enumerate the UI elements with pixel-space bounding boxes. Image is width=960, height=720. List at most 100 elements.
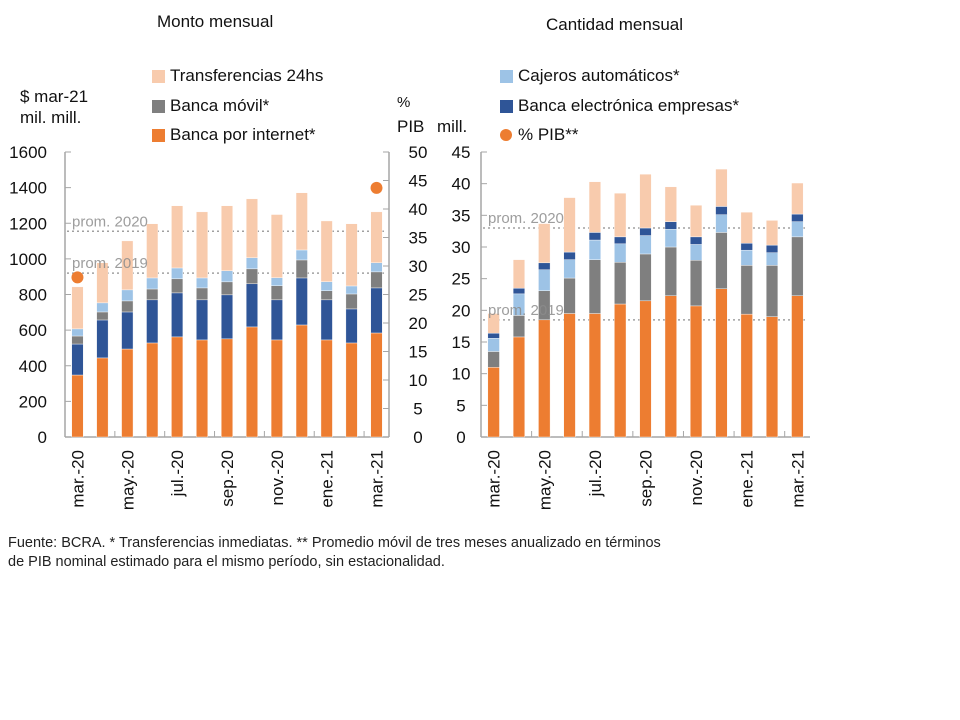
bar-segment bbox=[96, 302, 109, 313]
bar-segment bbox=[563, 277, 576, 314]
bar-segment bbox=[221, 270, 233, 283]
bar-segment bbox=[171, 267, 184, 280]
x-tick-label: jul.-20 bbox=[168, 450, 187, 497]
bar-segment bbox=[320, 220, 333, 282]
legend-label: Banca móvil* bbox=[170, 96, 270, 115]
bar-segment bbox=[639, 173, 652, 229]
right-chart-title: Cantidad mensual bbox=[546, 15, 684, 34]
bar-segment bbox=[563, 259, 576, 279]
bar-segment bbox=[370, 271, 383, 289]
legend-label: Cajeros automáticos* bbox=[518, 66, 680, 85]
legend-swatch-icon bbox=[500, 99, 513, 113]
bar-segment bbox=[614, 303, 627, 438]
bar-segment bbox=[690, 244, 703, 261]
bar-segment bbox=[370, 211, 383, 263]
x-tick-label: mar.-20 bbox=[68, 450, 87, 508]
bar-segment bbox=[538, 269, 551, 291]
bar-segment bbox=[245, 198, 258, 259]
bar-segment bbox=[487, 332, 500, 339]
bar-segment bbox=[270, 277, 283, 286]
bar-segment bbox=[715, 214, 728, 233]
bar-segment bbox=[639, 300, 652, 438]
bar-segment bbox=[345, 308, 358, 344]
bar-segment bbox=[370, 287, 383, 334]
bar-segment bbox=[791, 295, 804, 438]
bar-segment bbox=[121, 348, 134, 438]
bar-segment bbox=[740, 211, 753, 244]
legend-label: Banca por internet* bbox=[170, 125, 316, 144]
bar-segment bbox=[538, 319, 551, 438]
bar-segment bbox=[146, 223, 159, 279]
legend-item-cajeros: Cajeros automáticos* bbox=[500, 66, 680, 86]
bar-segment bbox=[71, 343, 84, 376]
bar-segment bbox=[766, 244, 779, 253]
pib-tick-label: 25 bbox=[409, 286, 428, 305]
bar-segment bbox=[71, 286, 84, 330]
pib-axis-label: PIB bbox=[397, 117, 425, 136]
bar-segment bbox=[146, 277, 159, 290]
bar-segment bbox=[512, 287, 525, 295]
bar-segment bbox=[766, 252, 779, 266]
x-tick-label: mar.-21 bbox=[368, 450, 387, 508]
legend-label: Banca electrónica empresas* bbox=[518, 96, 740, 115]
bar-segment bbox=[664, 229, 677, 248]
bar-segment bbox=[345, 285, 358, 295]
bar-segment bbox=[146, 342, 159, 438]
bar-segment bbox=[270, 339, 283, 438]
y-tick-label: 200 bbox=[19, 392, 47, 411]
y-tick-label: 800 bbox=[19, 286, 47, 305]
x-tick-label: jul.-20 bbox=[586, 450, 605, 497]
legend-label: % PIB** bbox=[518, 125, 579, 144]
bar-segment bbox=[171, 205, 184, 269]
y-tick-label: 0 bbox=[456, 428, 465, 447]
y-tick-label: 45 bbox=[452, 143, 471, 162]
bar-segment bbox=[171, 336, 184, 438]
legend-dot-icon bbox=[500, 129, 512, 141]
bar-segment bbox=[221, 281, 233, 296]
bar-segment bbox=[245, 283, 258, 328]
y-tick-label: 1200 bbox=[9, 214, 47, 233]
bar-segment bbox=[512, 259, 525, 289]
reference-line-label: prom. 2020 bbox=[72, 213, 148, 230]
x-tick-label: mar.-21 bbox=[788, 450, 807, 508]
bar-segment bbox=[345, 223, 358, 287]
bar-segment bbox=[766, 265, 779, 317]
bar-segment bbox=[295, 192, 308, 251]
bar-segment bbox=[171, 292, 184, 338]
bar-segment bbox=[614, 243, 627, 263]
bar-segment bbox=[715, 168, 728, 207]
bar-segment bbox=[487, 351, 500, 368]
pib-tick-label: 15 bbox=[409, 343, 428, 362]
reference-line-label: prom. 2020 bbox=[488, 210, 564, 227]
bar-segment bbox=[614, 236, 627, 245]
x-tick-label: may.-20 bbox=[535, 450, 554, 510]
reference-line-label: prom. 2019 bbox=[72, 255, 148, 272]
bar-segment bbox=[295, 249, 308, 261]
bar-segment bbox=[487, 367, 500, 438]
bar-segment bbox=[639, 235, 652, 255]
bar-segment bbox=[715, 232, 728, 289]
bar-segment bbox=[715, 206, 728, 215]
footer-line-1: Fuente: BCRA. * Transferencias inmediata… bbox=[8, 535, 661, 551]
bar-segment bbox=[370, 332, 383, 438]
bar-segment bbox=[690, 236, 703, 245]
bar-segment bbox=[345, 293, 358, 310]
y-tick-label: 1400 bbox=[9, 179, 47, 198]
bar-segment bbox=[690, 204, 703, 238]
bar-segment bbox=[639, 253, 652, 302]
bar-segment bbox=[664, 246, 677, 296]
bar-segment bbox=[196, 339, 209, 438]
left-axis-label-line1: $ mar-21 bbox=[20, 87, 89, 106]
right-chart: 0 5 10 15 20 25 30 35 40 45 prom. 2020 prom. 2019 ma… bbox=[452, 143, 810, 510]
bar-segment bbox=[614, 192, 627, 238]
y-tick-label: 10 bbox=[452, 365, 471, 384]
bar-segment bbox=[71, 328, 84, 337]
bar-segment bbox=[791, 221, 804, 238]
bar-segment bbox=[121, 311, 134, 350]
bar-segment bbox=[146, 288, 159, 301]
bar-segment bbox=[487, 338, 500, 352]
bar-segment bbox=[71, 374, 84, 438]
bar-segment bbox=[740, 313, 753, 438]
bar-segment bbox=[588, 239, 601, 260]
